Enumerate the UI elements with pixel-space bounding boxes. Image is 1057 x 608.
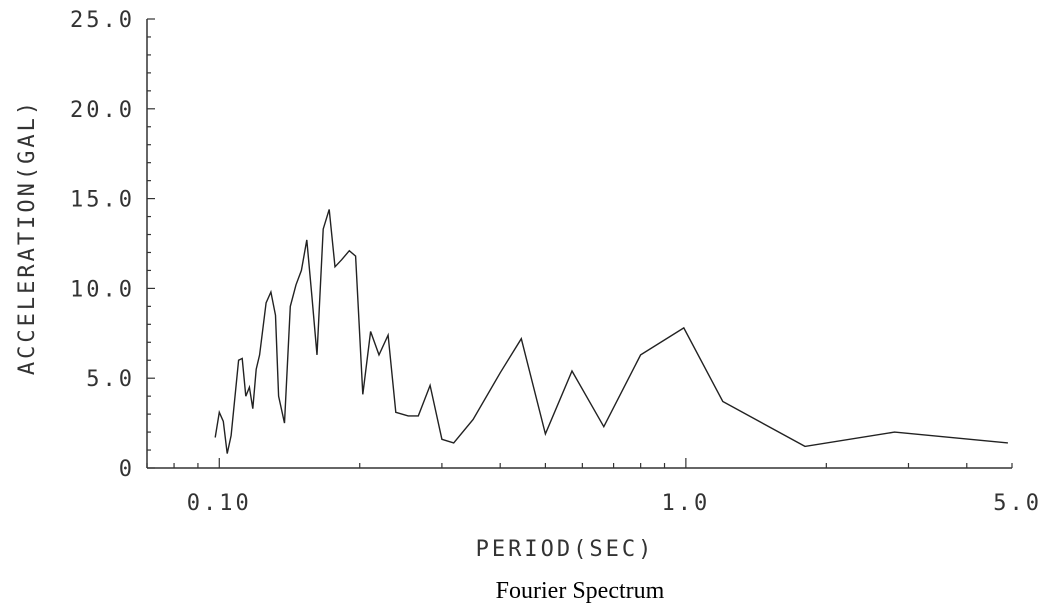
y-tick-label: 5.0 — [86, 367, 135, 392]
x-axis-label: PERIOD(SEC) — [476, 537, 655, 562]
x-tick-label: 5.0 — [993, 491, 1042, 516]
y-tick-label: 0 — [119, 457, 135, 482]
x-tick-label: 0.10 — [187, 491, 252, 516]
y-tick-label: 20.0 — [70, 98, 135, 123]
y-tick-label: 25.0 — [70, 8, 135, 33]
series-marks — [214, 209, 1008, 454]
x-tick-label: 1.0 — [661, 491, 710, 516]
y-tick-label: 15.0 — [70, 188, 135, 213]
spectrum-line — [214, 209, 1008, 454]
tick-labels: 0 5.0 10.0 15.0 20.0 25.0 0.10 1.0 5.0 — [70, 8, 1042, 516]
axes — [146, 18, 1013, 469]
chart-caption: Fourier Spectrum — [496, 578, 665, 604]
y-axis-label: ACCELERATION(GAL) — [15, 99, 40, 375]
y-tick-label: 10.0 — [70, 277, 135, 302]
